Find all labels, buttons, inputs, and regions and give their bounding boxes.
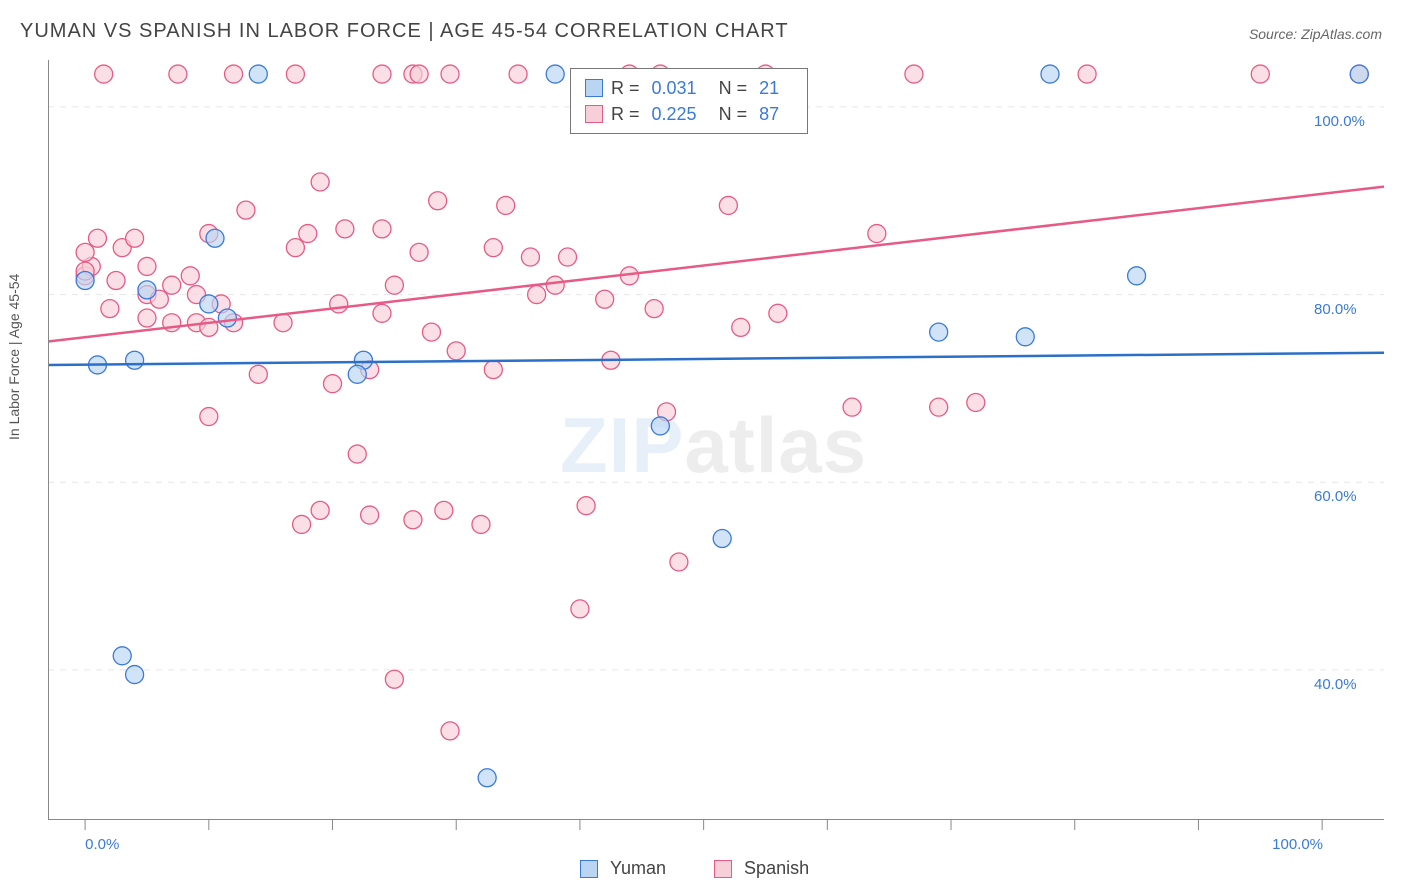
yuman-n-value: 21 — [759, 75, 779, 101]
spanish-swatch — [585, 105, 603, 123]
y-tick-label: 100.0% — [1314, 113, 1365, 130]
n-label: N = — [719, 101, 748, 127]
x-tick-label: 0.0% — [85, 836, 119, 853]
legend-stats-row-spanish: R = 0.225 N = 87 — [585, 101, 793, 127]
y-tick-label: 80.0% — [1314, 301, 1357, 318]
yuman-swatch-bottom — [580, 860, 598, 878]
yuman-label: Yuman — [610, 858, 666, 879]
y-tick-label: 60.0% — [1314, 488, 1357, 505]
yuman-swatch — [585, 79, 603, 97]
spanish-swatch-bottom — [714, 860, 732, 878]
chart-title: YUMAN VS SPANISH IN LABOR FORCE | AGE 45… — [20, 20, 789, 43]
r-label: R = — [611, 101, 640, 127]
y-tick-label: 40.0% — [1314, 676, 1357, 693]
x-tick-label: 100.0% — [1272, 836, 1323, 853]
legend-series: Yuman Spanish — [580, 858, 809, 879]
legend-stats: R = 0.031 N = 21 R = 0.225 N = 87 — [570, 68, 808, 134]
r-label: R = — [611, 75, 640, 101]
spanish-n-value: 87 — [759, 101, 779, 127]
spanish-r-value: 0.225 — [652, 101, 697, 127]
legend-stats-row-yuman: R = 0.031 N = 21 — [585, 75, 793, 101]
plot-border — [48, 60, 1384, 820]
spanish-label: Spanish — [744, 858, 809, 879]
yuman-r-value: 0.031 — [652, 75, 697, 101]
y-axis-label: In Labor Force | Age 45-54 — [6, 274, 22, 440]
n-label: N = — [719, 75, 748, 101]
source-citation: Source: ZipAtlas.com — [1249, 26, 1382, 42]
